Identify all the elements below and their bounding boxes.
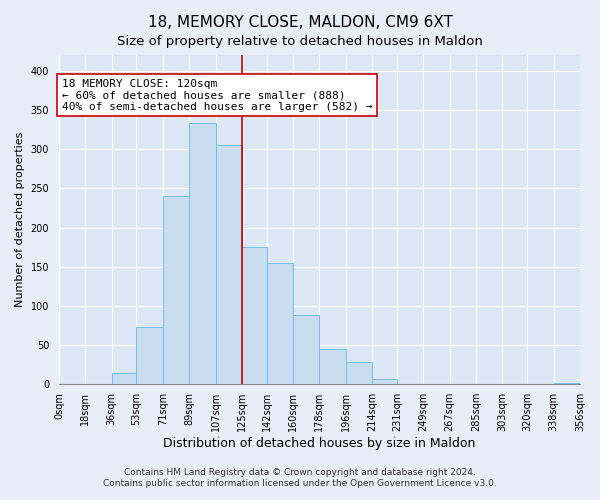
Bar: [163, 196, 189, 384]
Text: Contains HM Land Registry data © Crown copyright and database right 2024.
Contai: Contains HM Land Registry data © Crown c…: [103, 468, 497, 487]
Text: Size of property relative to detached houses in Maldon: Size of property relative to detached ho…: [117, 35, 483, 48]
Bar: [267, 263, 293, 384]
Bar: [242, 247, 267, 384]
Bar: [346, 362, 372, 384]
Text: 18 MEMORY CLOSE: 120sqm
← 60% of detached houses are smaller (888)
40% of semi-d: 18 MEMORY CLOSE: 120sqm ← 60% of detache…: [62, 78, 373, 112]
Text: 18, MEMORY CLOSE, MALDON, CM9 6XT: 18, MEMORY CLOSE, MALDON, CM9 6XT: [148, 15, 452, 30]
Bar: [554, 383, 580, 384]
Bar: [215, 145, 242, 384]
Bar: [136, 327, 163, 384]
Bar: [319, 349, 346, 384]
Bar: [189, 123, 215, 384]
Bar: [372, 379, 397, 384]
Bar: [293, 316, 319, 384]
Bar: [112, 372, 136, 384]
Y-axis label: Number of detached properties: Number of detached properties: [15, 132, 25, 308]
X-axis label: Distribution of detached houses by size in Maldon: Distribution of detached houses by size …: [163, 437, 476, 450]
